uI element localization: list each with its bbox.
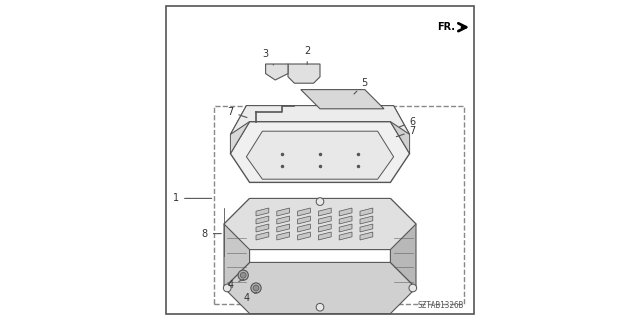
Polygon shape: [256, 216, 269, 224]
Polygon shape: [319, 232, 332, 240]
Polygon shape: [360, 208, 372, 216]
Polygon shape: [319, 208, 332, 216]
Text: 2: 2: [304, 46, 310, 64]
Text: 7: 7: [227, 107, 247, 117]
Bar: [214, 106, 464, 304]
Polygon shape: [246, 131, 394, 179]
Text: FR.: FR.: [437, 22, 455, 32]
Circle shape: [316, 303, 324, 311]
Polygon shape: [339, 232, 352, 240]
Circle shape: [241, 272, 246, 278]
Text: SZTAB1326B: SZTAB1326B: [418, 301, 464, 310]
Text: 8: 8: [202, 228, 221, 239]
Circle shape: [409, 284, 417, 292]
Polygon shape: [256, 208, 269, 216]
Text: 4: 4: [227, 279, 244, 290]
Polygon shape: [360, 232, 372, 240]
Text: 1: 1: [173, 193, 212, 204]
Polygon shape: [319, 224, 332, 232]
Polygon shape: [390, 106, 410, 154]
Polygon shape: [339, 216, 352, 224]
Polygon shape: [277, 224, 290, 232]
Polygon shape: [319, 216, 332, 224]
Circle shape: [238, 270, 248, 280]
Polygon shape: [230, 106, 410, 134]
Polygon shape: [360, 216, 372, 224]
Polygon shape: [298, 216, 310, 224]
Polygon shape: [224, 198, 250, 288]
Circle shape: [223, 284, 231, 292]
Polygon shape: [301, 90, 384, 109]
Polygon shape: [256, 224, 269, 232]
Polygon shape: [288, 64, 320, 83]
Polygon shape: [224, 198, 416, 250]
Polygon shape: [390, 198, 416, 288]
Text: 4: 4: [243, 292, 257, 303]
Circle shape: [253, 285, 259, 291]
Polygon shape: [339, 208, 352, 216]
Text: 6: 6: [399, 116, 416, 127]
Polygon shape: [277, 216, 290, 224]
Polygon shape: [298, 208, 310, 216]
Text: 7: 7: [396, 126, 416, 137]
Polygon shape: [224, 262, 416, 314]
Polygon shape: [277, 232, 290, 240]
Polygon shape: [298, 224, 310, 232]
Polygon shape: [230, 122, 410, 182]
Polygon shape: [230, 106, 250, 154]
Text: 3: 3: [262, 49, 273, 65]
Polygon shape: [339, 224, 352, 232]
Polygon shape: [360, 224, 372, 232]
Polygon shape: [256, 232, 269, 240]
Polygon shape: [266, 64, 288, 80]
Polygon shape: [277, 208, 290, 216]
Circle shape: [251, 283, 261, 293]
Text: 5: 5: [354, 78, 368, 94]
Polygon shape: [298, 232, 310, 240]
Circle shape: [316, 198, 324, 205]
